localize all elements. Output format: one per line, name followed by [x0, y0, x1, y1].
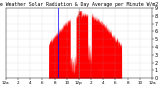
Title: Milwaukee Weather Solar Radiation & Day Average per Minute W/m2 (Today): Milwaukee Weather Solar Radiation & Day …	[0, 2, 160, 7]
